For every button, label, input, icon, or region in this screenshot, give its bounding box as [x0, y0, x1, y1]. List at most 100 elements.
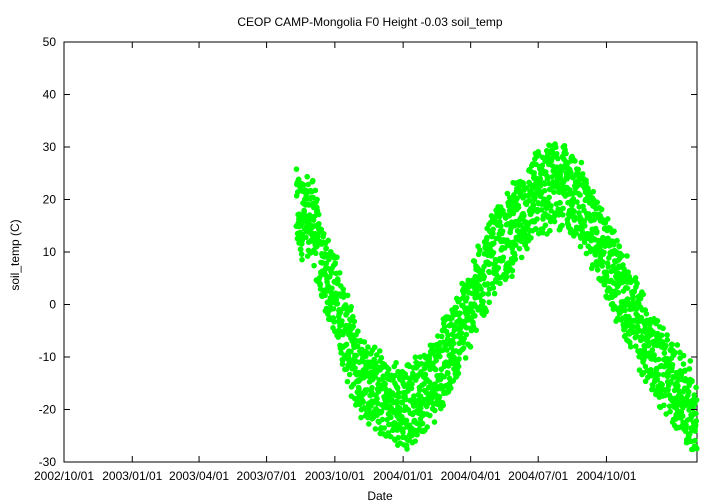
data-point — [486, 269, 493, 276]
data-point — [314, 196, 320, 203]
data-point — [569, 200, 576, 207]
data-point — [322, 292, 328, 299]
data-point — [343, 341, 350, 348]
data-point — [316, 221, 322, 227]
data-point — [376, 348, 383, 354]
data-point — [326, 256, 332, 263]
data-point — [547, 218, 554, 225]
data-point — [360, 358, 366, 365]
data-point — [369, 384, 375, 391]
data-point — [404, 446, 410, 452]
data-point — [559, 222, 565, 229]
data-point — [578, 159, 585, 166]
data-point — [560, 212, 566, 218]
data-point — [665, 387, 671, 393]
data-point — [577, 243, 584, 250]
data-point — [655, 371, 662, 378]
data-point — [693, 384, 699, 391]
data-point — [603, 269, 610, 276]
x-tick-label: 2003/07/01 — [237, 469, 297, 483]
data-point — [295, 176, 302, 183]
data-point — [594, 199, 600, 206]
data-point — [371, 344, 378, 351]
data-point — [532, 194, 538, 201]
data-point — [412, 354, 419, 361]
data-point — [395, 389, 402, 396]
y-tick-label: 20 — [43, 193, 57, 207]
data-point — [433, 357, 439, 364]
data-point — [450, 360, 456, 367]
data-point — [431, 419, 438, 425]
data-point — [294, 189, 301, 195]
data-point — [460, 345, 467, 351]
data-point — [355, 328, 361, 335]
data-point — [490, 249, 497, 256]
data-point — [457, 310, 463, 317]
data-point — [396, 405, 403, 411]
data-point — [662, 392, 668, 399]
y-axis-label: soil_temp (C) — [8, 219, 22, 290]
data-point — [632, 343, 639, 350]
data-point — [426, 355, 433, 362]
data-point — [594, 228, 600, 235]
data-point — [337, 309, 344, 315]
data-point — [591, 216, 598, 223]
data-point — [325, 237, 331, 244]
data-point — [391, 372, 398, 379]
data-point — [378, 355, 385, 361]
data-point — [381, 425, 388, 431]
data-point — [344, 378, 351, 385]
x-axis: 2002/10/01 2003/01/01 2003/04/01 2003/07/01… — [34, 42, 637, 483]
data-point — [509, 267, 516, 274]
data-point — [396, 394, 402, 400]
data-point — [679, 413, 686, 419]
data-point — [456, 356, 462, 362]
y-tick-label: -20 — [39, 403, 57, 417]
data-point — [594, 267, 601, 273]
data-point — [441, 373, 447, 380]
data-point — [334, 254, 340, 261]
data-point — [548, 203, 554, 209]
data-point — [445, 370, 451, 377]
data-point — [297, 246, 304, 253]
y-tick-label: 30 — [43, 140, 57, 154]
data-point — [304, 173, 311, 180]
data-point — [532, 226, 539, 232]
data-point — [458, 330, 465, 336]
data-point — [606, 243, 613, 249]
data-point — [563, 150, 569, 157]
data-point — [577, 192, 583, 198]
data-point — [472, 313, 478, 319]
data-point — [581, 218, 588, 225]
data-point — [416, 387, 423, 393]
data-point — [672, 349, 678, 356]
data-point — [455, 363, 462, 370]
data-point — [655, 356, 662, 363]
data-point — [693, 397, 700, 403]
data-point — [299, 256, 305, 263]
data-point — [605, 264, 612, 270]
data-point — [374, 395, 380, 402]
data-point — [440, 402, 447, 409]
data-point — [537, 175, 544, 182]
data-point — [570, 195, 577, 202]
data-point — [558, 167, 565, 173]
data-point — [654, 376, 661, 383]
data-point — [424, 424, 431, 430]
data-point — [372, 426, 379, 432]
chart-title: CEOP CAMP-Mongolia F0 Height -0.03 soil_… — [237, 15, 503, 29]
data-point — [551, 218, 558, 225]
data-point — [557, 200, 563, 206]
data-point — [379, 416, 386, 423]
data-point — [417, 393, 424, 399]
data-point — [553, 144, 559, 151]
data-point — [311, 262, 317, 269]
data-point — [515, 204, 522, 211]
data-point — [663, 342, 669, 349]
data-point — [378, 408, 385, 415]
data-point — [320, 230, 327, 237]
data-point — [646, 321, 653, 328]
data-point — [631, 288, 638, 295]
data-point — [437, 353, 443, 360]
data-point — [484, 234, 490, 241]
